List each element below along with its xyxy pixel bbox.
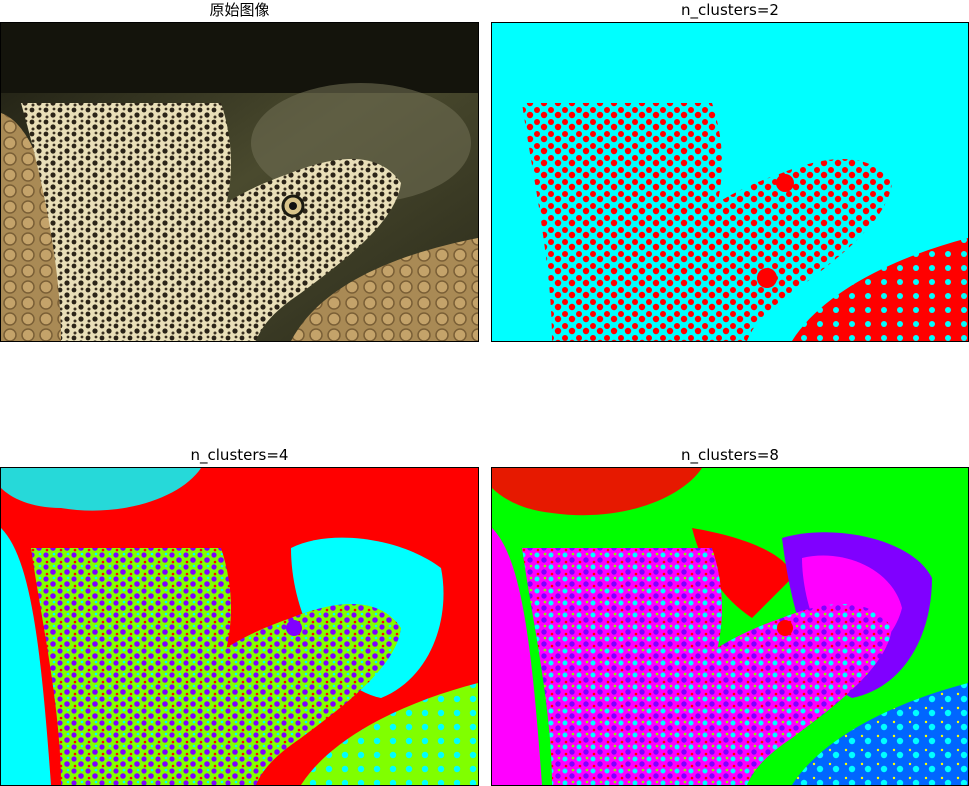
panel-title: n_clusters=8 [681,446,779,464]
panel-k4: n_clusters=4 [0,446,479,786]
panel-title: 原始图像 [209,1,270,19]
image-k4 [0,467,479,786]
image-k2 [491,22,969,342]
panel-title: n_clusters=2 [681,1,779,19]
image-original [0,22,479,342]
panel-k2: n_clusters=2 [491,1,969,342]
panel-title: n_clusters=4 [190,446,289,464]
panel-k8: n_clusters=8 [491,446,969,786]
panel-original: 原始图像 [0,1,479,342]
image-k8 [491,467,969,786]
